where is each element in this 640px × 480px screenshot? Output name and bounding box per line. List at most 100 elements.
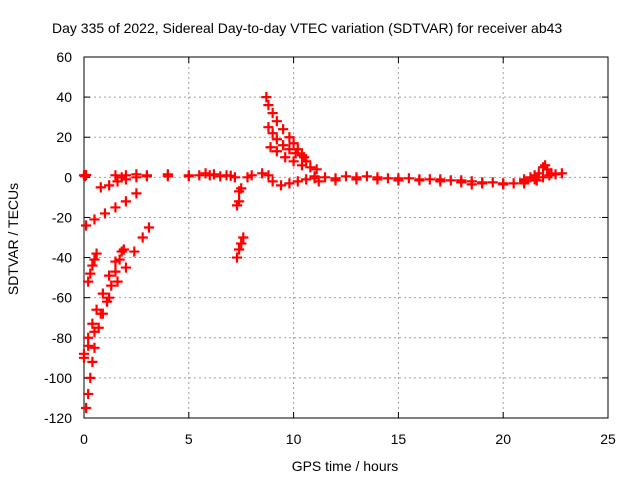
series-peak-cluster-9h	[261, 92, 312, 167]
data-point	[487, 177, 498, 188]
x-tick-label: 5	[185, 431, 193, 447]
data-point	[95, 182, 106, 193]
data-point	[89, 326, 100, 337]
data-point	[290, 148, 301, 159]
data-point	[229, 172, 241, 183]
y-tick-label: -40	[52, 250, 72, 266]
plot-frame	[83, 56, 609, 419]
data-point	[263, 122, 274, 133]
data-point	[292, 176, 303, 187]
data-point	[80, 169, 92, 181]
data-point	[97, 288, 108, 299]
data-point	[99, 208, 111, 219]
data-point	[85, 268, 96, 279]
data-point	[531, 175, 542, 186]
data-point	[284, 144, 295, 155]
data-point	[257, 168, 268, 179]
data-point	[104, 180, 115, 191]
data-point	[83, 276, 94, 287]
data-point	[267, 176, 278, 187]
data-point	[284, 178, 295, 189]
data-point	[106, 280, 117, 291]
data-point	[372, 174, 383, 185]
data-point	[351, 174, 362, 185]
data-point	[263, 170, 274, 181]
data-point	[110, 202, 121, 213]
data-point	[110, 170, 121, 181]
data-point	[414, 175, 425, 186]
series-descending-branch-5	[78, 246, 127, 359]
x-tick-label: 0	[80, 431, 88, 447]
y-tick-label: -120	[44, 410, 72, 426]
y-tick-label: -100	[44, 370, 72, 386]
data-point	[267, 108, 278, 119]
data-point	[200, 168, 211, 179]
data-point	[112, 176, 123, 187]
data-point	[382, 173, 394, 184]
data-point	[89, 254, 100, 265]
data-point	[296, 160, 308, 171]
data-point	[91, 248, 102, 259]
data-point	[265, 142, 276, 153]
data-point	[85, 372, 96, 383]
data-point	[477, 178, 488, 189]
data-point	[89, 342, 100, 353]
data-point	[141, 170, 152, 181]
data-point	[456, 177, 467, 188]
series-peak-cluster-9h-b	[263, 122, 310, 163]
data-point	[143, 222, 155, 233]
data-point	[238, 232, 249, 243]
series-end-cluster	[519, 160, 567, 186]
data-point	[519, 174, 530, 185]
data-point	[183, 170, 194, 181]
data-point	[305, 162, 316, 173]
data-point	[104, 270, 115, 281]
data-point	[311, 164, 322, 175]
y-axis-label: SDTVAR / TECUs	[5, 183, 21, 295]
y-tick-label: -80	[52, 330, 72, 346]
data-point	[236, 238, 247, 249]
data-point	[116, 246, 127, 257]
y-tick-label: -20	[52, 209, 72, 225]
data-point	[120, 170, 132, 181]
x-axis-label: GPS time / hours	[292, 458, 399, 474]
grid-layer	[84, 57, 608, 418]
data-point	[221, 170, 232, 181]
data-point	[288, 138, 299, 149]
data-point	[104, 292, 115, 303]
data-point	[91, 304, 102, 315]
data-point	[271, 146, 282, 157]
data-point	[120, 262, 132, 273]
data-point	[424, 174, 435, 185]
x-tick-label: 25	[600, 431, 616, 447]
data-point	[83, 340, 94, 351]
y-tick-label: 40	[56, 89, 72, 105]
series-descending-branch-1	[80, 188, 142, 231]
series-descending-branch-2	[83, 248, 102, 287]
y-tick-label: 60	[56, 49, 72, 65]
data-point	[131, 169, 142, 180]
data-point	[278, 124, 289, 135]
data-point	[131, 188, 142, 199]
data-point	[263, 100, 274, 111]
data-point	[120, 196, 132, 207]
series-main-baseline-b	[110, 168, 232, 181]
data-point	[83, 388, 94, 400]
data-point	[403, 173, 414, 184]
data-point	[537, 172, 549, 183]
data-point	[194, 170, 205, 181]
data-point	[498, 179, 509, 190]
data-point	[162, 169, 173, 180]
data-point	[242, 172, 253, 183]
data-point	[435, 176, 446, 187]
y-tick-label: 20	[56, 129, 72, 145]
data-point	[87, 260, 98, 271]
series-peak-cluster-9h-d	[242, 168, 320, 191]
data-point	[137, 232, 148, 243]
data-point	[234, 244, 245, 255]
data-point	[83, 332, 94, 343]
chart-title: Day 335 of 2022, Sidereal Day-to-day VTE…	[52, 20, 562, 36]
x-tick-label: 10	[286, 431, 302, 447]
data-point	[87, 356, 98, 367]
series-small-cluster-7h	[231, 183, 249, 263]
